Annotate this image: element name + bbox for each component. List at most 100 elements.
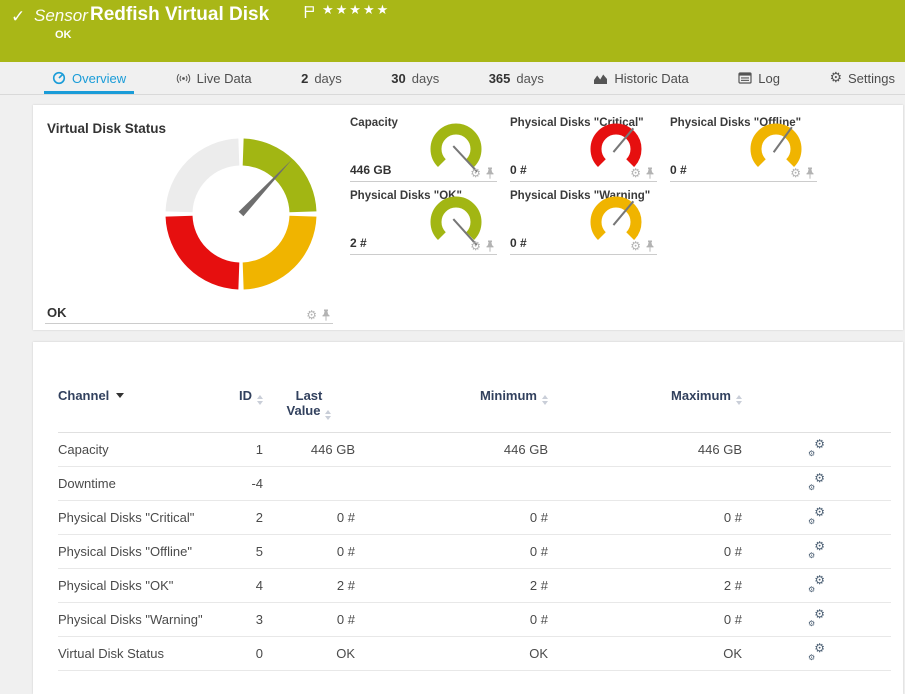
mini-gauge (590, 196, 642, 241)
sort-icon (736, 395, 742, 405)
channel-name-cell: Physical Disks "Critical" (58, 500, 208, 535)
column-header-channel[interactable]: Channel (58, 382, 208, 433)
column-label: Value (286, 403, 321, 418)
column-label: Minimum (479, 388, 537, 403)
gear-icon[interactable]: ⚙ (790, 166, 801, 180)
channel-settings-icon[interactable]: ⚙ ⚙ (808, 606, 825, 628)
mini-gauge-arc (590, 123, 642, 168)
channel-name-cell: Capacity (58, 432, 208, 467)
main-gauge-value: OK (47, 305, 67, 320)
column-header-settings (742, 382, 891, 433)
last-value-cell: OK (263, 636, 355, 671)
gauge-segment-warning (242, 215, 317, 290)
maximum-cell: 446 GB (548, 432, 742, 467)
mini-gauge-needle (612, 200, 635, 226)
mini-gauge-value: 2 # (350, 236, 367, 250)
channel-settings-icon[interactable]: ⚙ ⚙ (808, 504, 825, 526)
gauge-needle (238, 159, 293, 217)
channel-settings-icon[interactable]: ⚙ ⚙ (808, 470, 825, 492)
channel-id-cell: 1 (208, 432, 263, 467)
channel-id-cell: 3 (208, 602, 263, 637)
tab-historic-data[interactable]: Historic Data (585, 62, 696, 94)
maximum-cell: 0 # (548, 534, 742, 569)
last-value-cell: 0 # (263, 534, 355, 569)
channel-settings-icon[interactable]: ⚙ ⚙ (808, 640, 825, 662)
channels-panel: Channel ID Last Value Minimum Maximum (33, 342, 903, 694)
mini-gauge-value: 0 # (510, 236, 527, 250)
mini-gauge (430, 196, 482, 246)
channel-settings-icon[interactable]: ⚙ ⚙ (808, 436, 825, 458)
tab-overview[interactable]: Overview (44, 62, 134, 94)
tab-number: 30 (391, 70, 406, 86)
column-header-last-value[interactable]: Last Value (263, 382, 355, 433)
tab-live-data[interactable]: Live Data (168, 62, 260, 94)
channel-name-cell: Virtual Disk Status (58, 636, 208, 671)
column-header-id[interactable]: ID (208, 382, 263, 433)
tab-label: days (411, 70, 440, 86)
pin-icon[interactable] (321, 309, 331, 321)
flag-icon[interactable] (304, 5, 315, 24)
mini-gauge-tile: Physical Disks "Critical" 0 # ⚙ (510, 115, 657, 182)
maximum-cell: OK (548, 636, 742, 671)
mini-gauge-tile: Physical Disks "Warning" 0 # ⚙ (510, 188, 657, 255)
gear-icon[interactable]: ⚙ (470, 239, 481, 253)
table-row: Physical Disks "Warning" 3 0 # 0 # 0 # ⚙… (58, 602, 891, 637)
tab-label: days (516, 70, 544, 86)
tab-number: 365 (488, 70, 511, 86)
mini-gauge-tile: Physical Disks "OK" 2 # ⚙ (350, 188, 497, 255)
sort-icon (257, 395, 263, 405)
broadcast-icon (176, 73, 190, 83)
last-value-cell: 0 # (263, 500, 355, 535)
last-value-cell: 2 # (263, 568, 355, 603)
log-list-icon (738, 72, 752, 84)
pin-icon[interactable] (485, 167, 495, 179)
pin-icon[interactable] (485, 240, 495, 252)
pin-icon[interactable] (645, 167, 655, 179)
overview-panel: Virtual Disk Status OK ⚙ Capacity 446 GB… (33, 105, 903, 330)
tab-365-days[interactable]: 365 days (481, 62, 552, 94)
minimum-cell (355, 466, 548, 501)
gauge-icon (52, 71, 66, 85)
mini-gauge-title: Capacity (350, 117, 398, 129)
channel-id-cell: 2 (208, 500, 263, 535)
column-header-maximum[interactable]: Maximum (548, 382, 742, 433)
sort-caret-icon (116, 393, 125, 398)
tab-settings[interactable]: ⚙ Settings (821, 62, 903, 94)
pin-icon[interactable] (645, 240, 655, 252)
mini-gauge-needle (772, 126, 793, 153)
table-row: Physical Disks "OK" 4 2 # 2 # 2 # ⚙ ⚙ (58, 568, 891, 603)
column-label: ID (239, 388, 252, 403)
channel-id-cell: 0 (208, 636, 263, 671)
last-value-cell (263, 466, 355, 501)
mini-gauge-tile: Capacity 446 GB ⚙ (350, 115, 497, 182)
channel-settings-icon[interactable]: ⚙ ⚙ (808, 538, 825, 560)
mini-gauge-value: 0 # (510, 163, 527, 177)
gear-icon[interactable]: ⚙ (306, 308, 317, 322)
pin-icon[interactable] (805, 167, 815, 179)
gauge-segment-error (165, 215, 240, 290)
tab-2-days[interactable]: 2 days (293, 62, 350, 94)
maximum-cell (548, 466, 742, 501)
maximum-cell: 0 # (548, 602, 742, 637)
table-row: Physical Disks "Offline" 5 0 # 0 # 0 # ⚙… (58, 534, 891, 569)
mini-gauge-value: 446 GB (350, 163, 392, 177)
tab-log[interactable]: Log (730, 62, 788, 94)
column-header-minimum[interactable]: Minimum (355, 382, 548, 433)
channel-settings-cell: ⚙ ⚙ (742, 500, 891, 535)
mini-gauge-needle (612, 127, 635, 153)
channel-id-cell: 5 (208, 534, 263, 569)
gear-icon[interactable]: ⚙ (470, 166, 481, 180)
minimum-cell: 0 # (355, 602, 548, 637)
gear-icon[interactable]: ⚙ (630, 239, 641, 253)
tab-30-days[interactable]: 30 days (383, 62, 447, 94)
virtual-disk-status-gauge (165, 138, 317, 290)
area-chart-icon (594, 74, 608, 84)
channel-settings-cell: ⚙ ⚙ (742, 568, 891, 603)
gear-icon[interactable]: ⚙ (630, 166, 641, 180)
priority-stars[interactable]: ★★★★★ (322, 3, 391, 18)
mini-gauge-tile: Physical Disks "Offline" 0 # ⚙ (670, 115, 817, 182)
gauge-segment-ok (242, 138, 317, 213)
channel-settings-icon[interactable]: ⚙ ⚙ (808, 572, 825, 594)
maximum-cell: 2 # (548, 568, 742, 603)
last-value-cell: 0 # (263, 602, 355, 637)
